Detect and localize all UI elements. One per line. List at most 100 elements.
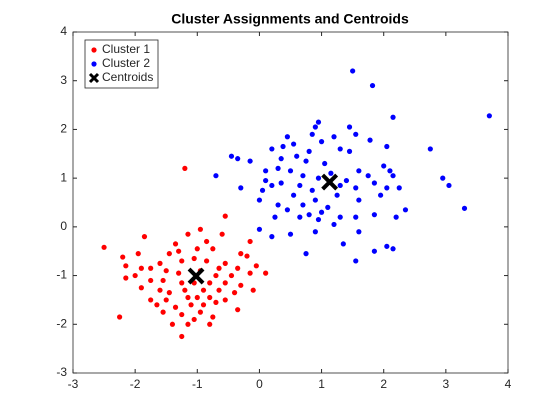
y-tick-label: 3 — [60, 73, 67, 87]
point — [207, 321, 213, 327]
point — [280, 143, 286, 150]
point — [287, 231, 294, 237]
point — [244, 253, 250, 259]
point — [148, 265, 154, 271]
point — [185, 231, 191, 237]
y-tick-label: -1 — [56, 268, 67, 282]
point — [222, 213, 228, 219]
point — [356, 229, 362, 235]
point — [179, 333, 185, 340]
point — [207, 280, 213, 286]
point — [138, 285, 144, 291]
point — [325, 204, 331, 210]
point — [396, 185, 402, 191]
point — [235, 265, 241, 271]
point — [346, 148, 353, 154]
point — [200, 287, 207, 293]
plot-area — [72, 31, 509, 374]
point — [238, 282, 244, 288]
point — [284, 207, 290, 213]
point — [287, 168, 294, 174]
point — [235, 307, 241, 313]
point — [309, 187, 315, 193]
point — [166, 251, 172, 257]
y-tick-label: 1 — [60, 170, 67, 184]
point — [263, 270, 269, 276]
centroid — [321, 173, 339, 191]
point — [315, 119, 322, 125]
point — [179, 280, 185, 286]
point — [259, 187, 266, 193]
point — [328, 170, 334, 176]
point — [269, 146, 275, 152]
point — [228, 272, 235, 279]
point — [269, 234, 275, 240]
point — [365, 173, 371, 179]
point — [384, 243, 390, 249]
x-tick-label: 2 — [380, 377, 387, 391]
point — [179, 258, 185, 264]
y-tick-label: -2 — [56, 316, 67, 330]
point — [148, 277, 154, 284]
point — [440, 175, 446, 181]
point — [207, 294, 213, 301]
point — [353, 185, 359, 191]
point — [101, 244, 107, 250]
x-tick-label: -1 — [192, 377, 203, 391]
point — [315, 216, 322, 223]
point — [213, 272, 219, 279]
point — [148, 297, 154, 303]
point — [123, 275, 129, 281]
point — [247, 158, 253, 164]
point — [172, 241, 179, 247]
point — [185, 294, 191, 301]
point — [334, 192, 340, 198]
point — [384, 143, 390, 150]
point — [461, 205, 468, 211]
point — [247, 238, 253, 245]
point — [235, 156, 241, 162]
point — [303, 158, 309, 164]
x-tick-label: 0 — [256, 377, 263, 391]
point — [216, 287, 222, 293]
point — [160, 277, 166, 284]
point — [172, 304, 179, 310]
point — [256, 197, 263, 203]
point — [371, 180, 377, 186]
point — [204, 238, 210, 245]
point — [157, 287, 163, 293]
point — [216, 265, 222, 271]
point — [275, 165, 281, 171]
point — [154, 302, 160, 308]
point — [117, 314, 123, 320]
point — [384, 185, 390, 191]
point — [132, 272, 138, 279]
point — [318, 139, 325, 145]
point — [340, 241, 346, 247]
point — [256, 226, 263, 232]
point — [247, 270, 253, 276]
point — [300, 202, 306, 208]
y-tick-label: 4 — [60, 24, 67, 38]
point — [371, 212, 377, 218]
point — [213, 299, 219, 305]
point — [222, 280, 228, 286]
point — [160, 309, 166, 315]
point — [337, 214, 343, 220]
point — [387, 168, 393, 174]
point — [337, 146, 343, 152]
point — [300, 173, 306, 179]
point — [120, 254, 126, 260]
point — [194, 294, 200, 301]
point — [169, 321, 176, 327]
point — [427, 146, 433, 152]
point — [222, 260, 228, 266]
legend-marker — [88, 72, 100, 84]
point — [263, 177, 269, 184]
point — [390, 246, 396, 252]
point — [135, 251, 141, 257]
point — [210, 246, 216, 252]
point — [337, 182, 343, 189]
